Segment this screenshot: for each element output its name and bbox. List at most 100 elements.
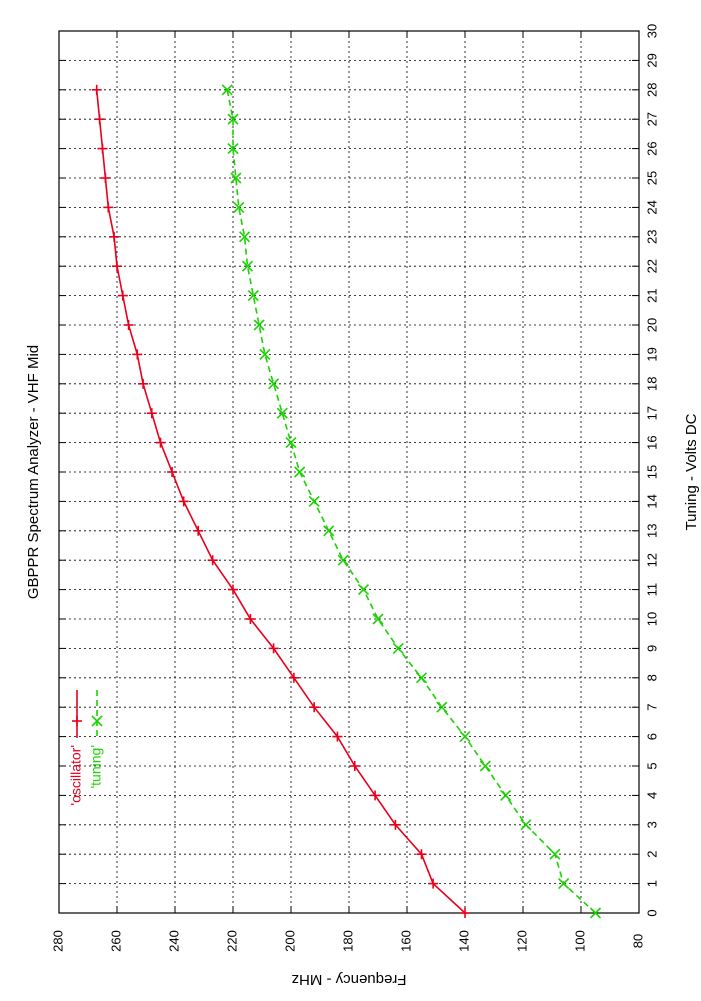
marker-stroke — [372, 613, 384, 625]
marker-stroke — [357, 584, 370, 596]
marker-stroke — [500, 789, 512, 801]
marker-stroke — [227, 143, 239, 155]
data-point — [123, 320, 134, 330]
y-tick-label: 220 — [224, 930, 239, 952]
data-point — [247, 290, 259, 302]
x-tick-label: 10 — [644, 612, 659, 626]
x-tick-label: 17 — [644, 406, 659, 420]
x-tick-label: 21 — [644, 288, 659, 302]
x-tick-label: 26 — [644, 141, 659, 155]
data-point — [288, 672, 299, 683]
x-tick-label: 27 — [644, 112, 659, 126]
x-tick-label: 22 — [644, 259, 659, 273]
data-point — [589, 907, 602, 919]
marker-stroke — [259, 348, 271, 360]
data-point — [221, 84, 233, 96]
x-tick-label: 5 — [644, 762, 659, 769]
x-tick-label: 4 — [644, 792, 659, 799]
data-point — [460, 908, 470, 918]
marker-stroke — [589, 907, 602, 919]
marker-stroke — [436, 701, 448, 713]
marker-stroke — [549, 848, 561, 860]
y-tick-label: 260 — [108, 930, 123, 952]
data-point — [479, 760, 491, 772]
marker-stroke — [337, 554, 349, 566]
data-point — [241, 260, 254, 272]
data-point — [428, 878, 439, 889]
data-point — [436, 701, 448, 713]
x-tick-label: 12 — [644, 553, 659, 567]
data-point — [167, 467, 178, 477]
data-point — [500, 789, 512, 801]
data-point — [459, 731, 471, 743]
data-point — [146, 408, 157, 419]
y-tick-label: 120 — [514, 930, 529, 952]
x-tick-label: 0 — [644, 909, 659, 916]
data-point — [109, 231, 120, 242]
data-point — [253, 319, 265, 331]
data-point — [285, 437, 297, 449]
y-tick-label: 80 — [630, 934, 645, 948]
data-point — [112, 261, 122, 272]
x-tick-label: 9 — [644, 645, 659, 652]
y-tick-label: 140 — [456, 930, 471, 952]
data-point — [178, 496, 189, 507]
marker-stroke — [392, 642, 404, 654]
series-lines — [91, 84, 602, 919]
data-point — [416, 849, 427, 860]
x-tick-label: 2 — [644, 851, 659, 858]
data-point — [155, 437, 166, 448]
data-point — [549, 848, 561, 860]
y-tick-label: 180 — [340, 930, 355, 952]
data-point — [308, 495, 320, 507]
y-axis-label: Frequency - MHz — [291, 971, 406, 988]
data-point — [227, 113, 239, 125]
y-tick-label: 160 — [398, 930, 413, 952]
x-axis-label: Tuning - Volts DC — [683, 413, 700, 530]
x-tick-label: 15 — [644, 465, 659, 479]
y-tick-label: 200 — [282, 930, 297, 952]
data-point — [268, 378, 280, 390]
data-point — [132, 349, 143, 360]
data-point — [227, 143, 239, 155]
marker-stroke — [239, 231, 251, 243]
data-point — [558, 878, 570, 890]
marker-stroke — [247, 290, 259, 302]
marker-stroke — [415, 672, 428, 684]
x-tick-label: 13 — [644, 524, 659, 538]
x-tick-label: 1 — [644, 880, 659, 887]
grid-lines — [59, 31, 639, 913]
x-tick-label: 8 — [644, 674, 659, 681]
marker-stroke — [323, 525, 335, 537]
data-point — [372, 613, 384, 625]
data-point — [294, 466, 306, 478]
marker-stroke — [520, 819, 532, 831]
data-point — [193, 525, 204, 536]
marker-stroke — [241, 260, 254, 272]
data-point — [207, 555, 218, 566]
data-point — [100, 173, 111, 183]
marker-stroke — [308, 495, 320, 507]
data-point — [259, 348, 271, 360]
x-tick-label: 14 — [644, 494, 659, 508]
data-point — [370, 790, 381, 801]
data-point — [349, 761, 360, 771]
legend-label: 'tuning' — [88, 745, 104, 789]
x-tick-label: 18 — [644, 377, 659, 391]
data-point — [117, 290, 128, 301]
x-tick-label: 23 — [644, 230, 659, 244]
x-tick-label: 19 — [644, 347, 659, 361]
x-tick-label: 30 — [644, 24, 659, 38]
legend-label: 'oscillator' — [68, 745, 84, 806]
marker-stroke — [233, 201, 245, 213]
data-point — [357, 584, 370, 596]
x-tick-label: 7 — [644, 704, 659, 711]
legend-swatch-marker — [72, 716, 82, 726]
y-tick-label: 100 — [572, 930, 587, 952]
data-point — [337, 554, 349, 566]
data-point — [332, 731, 343, 742]
data-point — [309, 702, 320, 713]
marker-stroke — [221, 84, 233, 96]
data-point — [103, 202, 114, 213]
marker-stroke — [558, 878, 570, 890]
